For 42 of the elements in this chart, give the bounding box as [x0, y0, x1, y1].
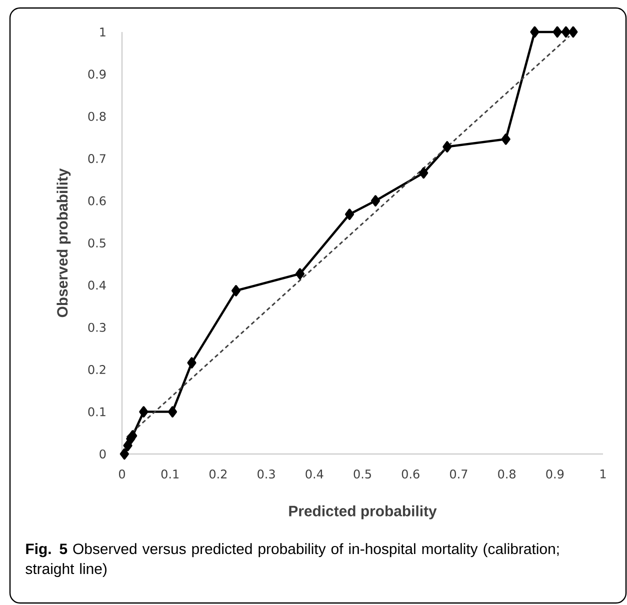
- y-tick-label: 0.5: [88, 238, 106, 248]
- x-tick-label: 0.1: [161, 470, 179, 479]
- x-tick-label: 0.2: [209, 470, 227, 479]
- x-tick-label: 0.4: [306, 470, 324, 479]
- x-tick-label: 0.8: [498, 470, 516, 479]
- point: [501, 134, 510, 145]
- point: [187, 357, 196, 368]
- point: [530, 26, 540, 38]
- x-axis-title: Predicted probability: [289, 505, 437, 520]
- y-tick-label: 0.4: [88, 280, 106, 290]
- y-tick-label: 1: [100, 28, 106, 36]
- x-tick-label: 0.3: [258, 470, 275, 479]
- y-tick-label: 0.6: [88, 196, 106, 206]
- point: [561, 26, 570, 38]
- point: [120, 448, 129, 460]
- point: [568, 26, 578, 38]
- point: [139, 406, 148, 418]
- point: [295, 268, 305, 280]
- point: [168, 406, 178, 418]
- point: [370, 195, 380, 206]
- point: [552, 26, 562, 38]
- x-tick-label: 0.6: [402, 470, 420, 479]
- point: [344, 208, 354, 220]
- point: [419, 167, 428, 179]
- y-tick-label: 0: [100, 449, 106, 459]
- x-tick-label: 0.5: [354, 470, 371, 479]
- x-tick-label: 0.9: [546, 470, 564, 479]
- x-tick-label: 1: [600, 470, 606, 478]
- y-tick-label: 0.9: [88, 70, 106, 79]
- point: [231, 285, 241, 296]
- y-tick-label: 0.7: [88, 154, 106, 164]
- y-axis-title: Observed probability: [56, 168, 71, 318]
- point: [442, 141, 452, 152]
- text: Fig. 5 Observed versus predicted probability of in-hospital mortality (calibration; straight line): [26, 543, 559, 578]
- y-tick-label: 0.3: [88, 322, 106, 332]
- y-tick-label: 0.8: [88, 112, 106, 121]
- point: [128, 430, 138, 442]
- y-tick-label: 0.2: [88, 365, 106, 374]
- x-tick-label: 0.7: [450, 470, 468, 479]
- point: [123, 440, 132, 452]
- y-tick-label: 0.1: [88, 407, 106, 416]
- x-tick-label: 0: [118, 470, 126, 479]
